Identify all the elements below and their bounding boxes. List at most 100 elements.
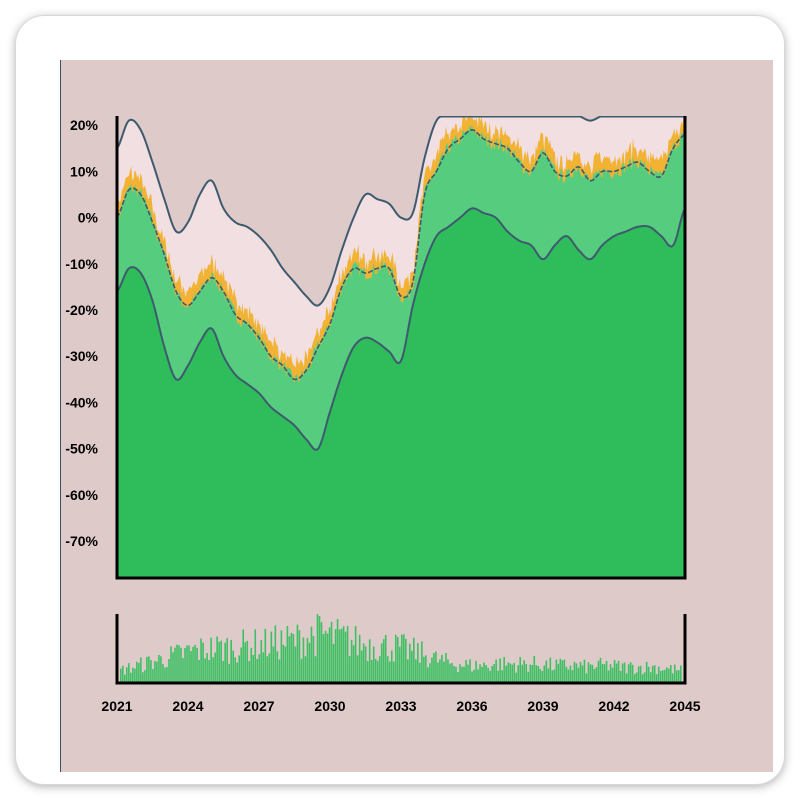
volume-bar [563, 659, 566, 683]
volume-bar [641, 674, 644, 683]
volume-bar [567, 669, 570, 683]
volume-bar [274, 625, 277, 683]
volume-bar [232, 650, 234, 683]
volume-bar [549, 657, 552, 683]
volume-bar [272, 646, 275, 683]
volume-bar [128, 663, 130, 683]
volume-bar [437, 662, 439, 683]
volume-bar [609, 664, 612, 683]
volume-bar [212, 657, 214, 683]
x-tick-label: 2024 [172, 698, 203, 714]
volume-bar [382, 639, 385, 683]
volume-bar [280, 630, 283, 683]
volume-bar [415, 659, 417, 683]
volume-bar [312, 635, 315, 683]
volume-bar [334, 629, 337, 683]
volume-bar [374, 658, 377, 683]
volume-bar [543, 665, 546, 683]
volume-bar [643, 672, 646, 683]
volume-bar [350, 639, 353, 683]
volume-bar [647, 666, 650, 683]
volume-bar [461, 666, 463, 683]
x-tick-label: 2036 [456, 698, 487, 714]
volume-bar [553, 669, 556, 683]
volume-bar [509, 663, 511, 683]
volume-bar [202, 642, 204, 683]
volume-bar [485, 665, 487, 683]
volume-bar [302, 637, 305, 683]
volume-bar [513, 662, 515, 683]
volume-bar [551, 670, 554, 683]
y-tick-label: -30% [65, 348, 98, 364]
volume-bar [176, 644, 178, 683]
volume-bar [541, 671, 544, 683]
volume-bar [571, 670, 574, 683]
volume-bar [531, 664, 534, 683]
volume-bar [597, 660, 600, 683]
volume-bar [493, 664, 495, 683]
volume-bar [344, 631, 347, 683]
volume-bar [403, 634, 405, 683]
mid-area [117, 124, 685, 450]
volume-bar [138, 662, 140, 683]
volume-bar [545, 660, 548, 683]
volume-bar [521, 664, 524, 683]
volume-bar [673, 664, 676, 683]
volume-bar [120, 668, 122, 683]
volume-bar [623, 662, 626, 683]
volume-bar [142, 672, 144, 683]
volume-bar [158, 654, 160, 683]
volume-bar [405, 638, 407, 683]
volume-bar [645, 661, 648, 683]
volume-bar [224, 642, 226, 683]
volume-bar [132, 667, 134, 683]
volume-bar [162, 664, 164, 683]
volume-bar [635, 672, 638, 683]
volume-bar [330, 621, 333, 683]
volume-bar [497, 670, 499, 683]
volume-bar [417, 643, 419, 683]
x-tick-label: 2027 [243, 698, 274, 714]
volume-bar [366, 661, 369, 683]
volume-bar [599, 657, 602, 683]
volume-bar [214, 652, 216, 683]
volume-bar [469, 659, 471, 683]
volume-bar [390, 650, 393, 683]
volume-bar [238, 655, 241, 683]
volume-bar [230, 639, 232, 683]
volume-bar [431, 657, 433, 683]
volume-bar [627, 664, 630, 683]
volume-bar [148, 656, 150, 683]
volume-bar [144, 670, 146, 683]
volume-bar [637, 666, 640, 683]
volume-bar [198, 659, 200, 683]
volume-bar [445, 652, 447, 683]
volume-bar [535, 665, 538, 683]
volume-bar [122, 665, 124, 683]
y-tick-label: -50% [65, 441, 98, 457]
volume-bar [310, 626, 313, 683]
volume-plot [120, 614, 682, 683]
volume-bar [537, 666, 540, 683]
volume-bar [326, 633, 329, 683]
volume-bar [511, 664, 513, 683]
volume-bar [346, 625, 349, 683]
volume-bar [166, 667, 168, 683]
volume-bar [134, 668, 136, 683]
volume-bar [629, 662, 632, 683]
volume-bar [340, 628, 343, 683]
volume-bar [661, 670, 664, 683]
volume-bar [631, 664, 634, 683]
volume-bar [338, 629, 341, 683]
volume-bar [659, 670, 662, 683]
volume-bar [250, 647, 253, 683]
volume-bar [136, 661, 138, 683]
axes: 20% 10% 0% -10% -20% -30% -40% -50% -60% -70% 2021… [65, 116, 701, 714]
volume-bar [611, 667, 614, 683]
volume-bar [443, 661, 445, 683]
lower-area [117, 208, 685, 578]
lower-band-line [117, 207, 685, 451]
volume-bar [441, 654, 443, 683]
volume-bar [523, 660, 526, 683]
volume-bar [593, 669, 596, 683]
